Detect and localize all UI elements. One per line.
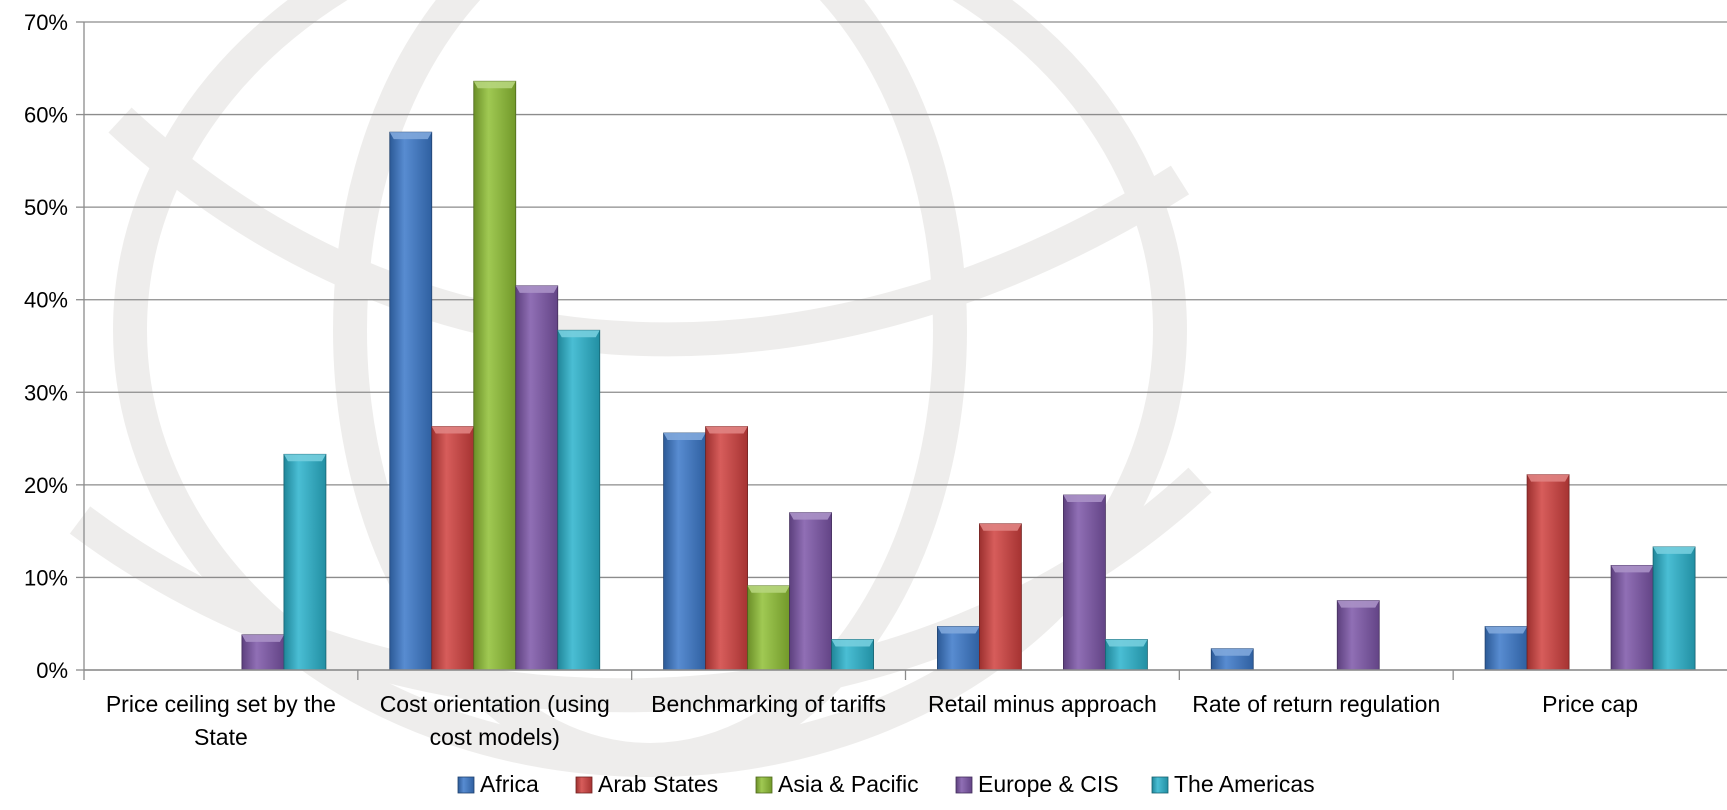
bar	[705, 426, 748, 671]
legend-label: Arab States	[598, 771, 718, 797]
bar	[557, 329, 601, 671]
bar	[1652, 546, 1696, 671]
bar	[1526, 474, 1570, 671]
legend-label: Europe & CIS	[978, 771, 1119, 797]
bar	[1105, 639, 1148, 671]
legend-label: Africa	[480, 771, 539, 797]
legend-label: Asia & Pacific	[778, 771, 919, 797]
bar	[1336, 600, 1380, 671]
legend-swatch	[1151, 776, 1169, 794]
bar-body	[663, 432, 706, 671]
bar-body	[1610, 564, 1654, 671]
bar-body	[389, 131, 433, 671]
bar-body	[473, 80, 517, 671]
y-tick-label: 60%	[24, 103, 68, 128]
bar	[789, 512, 832, 671]
bar-body	[431, 426, 475, 671]
bar-body	[1652, 546, 1696, 671]
bar-top-bevel	[979, 523, 1022, 531]
bar-top-bevel	[831, 639, 874, 647]
legend-swatch	[575, 776, 593, 794]
bar-top-bevel	[663, 433, 706, 441]
bar-top-bevel	[283, 454, 326, 462]
bar	[431, 426, 475, 671]
bar-body	[789, 512, 832, 671]
bar-top-bevel	[241, 634, 284, 642]
bar	[1484, 626, 1528, 671]
bar-body	[515, 285, 559, 671]
bar-top-bevel	[557, 330, 600, 338]
bar-top-bevel	[789, 512, 832, 520]
bar	[241, 634, 285, 671]
bar	[937, 626, 980, 671]
bar-top-bevel	[1211, 648, 1254, 656]
x-tick-label: Rate of return regulation	[1192, 691, 1440, 717]
legend-swatch	[755, 776, 773, 794]
bar-body	[747, 585, 790, 671]
legend-item: Asia & Pacific	[755, 771, 919, 797]
bar-top-bevel	[1527, 474, 1570, 482]
bar-top-bevel	[473, 81, 516, 89]
x-tick-label: Price ceiling set by the State	[106, 691, 336, 750]
y-tick-label: 20%	[24, 473, 68, 498]
bar	[389, 131, 433, 671]
bar	[663, 432, 706, 671]
legend-item: The Americas	[1151, 771, 1315, 797]
y-tick-label: 50%	[24, 195, 68, 220]
x-tick-label: Price cap	[1542, 691, 1638, 717]
bar	[747, 585, 790, 671]
x-tick-label: Cost orientation (using cost models)	[380, 691, 610, 750]
x-tick-label: Retail minus approach	[928, 691, 1157, 717]
bar-top-bevel	[431, 426, 474, 434]
legend-item: Africa	[457, 771, 539, 797]
legend-item: Europe & CIS	[955, 771, 1119, 797]
bar-top-bevel	[705, 426, 748, 434]
x-tick-label: Benchmarking of tariffs	[651, 691, 886, 717]
y-tick-label: 70%	[24, 10, 68, 35]
bar-body	[1336, 600, 1380, 671]
bar	[831, 639, 874, 671]
bar-top-bevel	[1653, 546, 1696, 554]
bar-top-bevel	[1485, 626, 1528, 634]
bar	[515, 285, 559, 671]
bar	[979, 523, 1022, 671]
bar	[283, 453, 327, 671]
y-tick-label: 40%	[24, 288, 68, 313]
y-tick-label: 30%	[24, 380, 68, 405]
bar-top-bevel	[1063, 495, 1106, 503]
bar	[1610, 564, 1654, 671]
legend-label: The Americas	[1174, 771, 1315, 797]
bar	[1210, 648, 1254, 671]
legend-swatch	[457, 776, 475, 794]
bar-body	[1526, 474, 1570, 671]
legend-item: Arab States	[575, 771, 718, 797]
bar-top-bevel	[515, 285, 558, 293]
bar-top-bevel	[1611, 565, 1654, 573]
bar	[473, 80, 517, 671]
bar-top-bevel	[1337, 600, 1380, 608]
bar-top-bevel	[1105, 639, 1148, 647]
bar	[1063, 494, 1106, 671]
legend-swatch	[955, 776, 973, 794]
bar-top-bevel	[389, 132, 432, 140]
bar-top-bevel	[747, 585, 790, 593]
bar-body	[1063, 494, 1106, 671]
y-tick-label: 0%	[36, 658, 68, 683]
y-tick-label: 10%	[24, 565, 68, 590]
bar-body	[283, 453, 327, 671]
bar-body	[979, 523, 1022, 671]
bar-body	[557, 329, 601, 671]
bar-top-bevel	[937, 626, 980, 634]
watermark-globe	[69, 0, 1212, 777]
bar-body	[705, 426, 748, 671]
